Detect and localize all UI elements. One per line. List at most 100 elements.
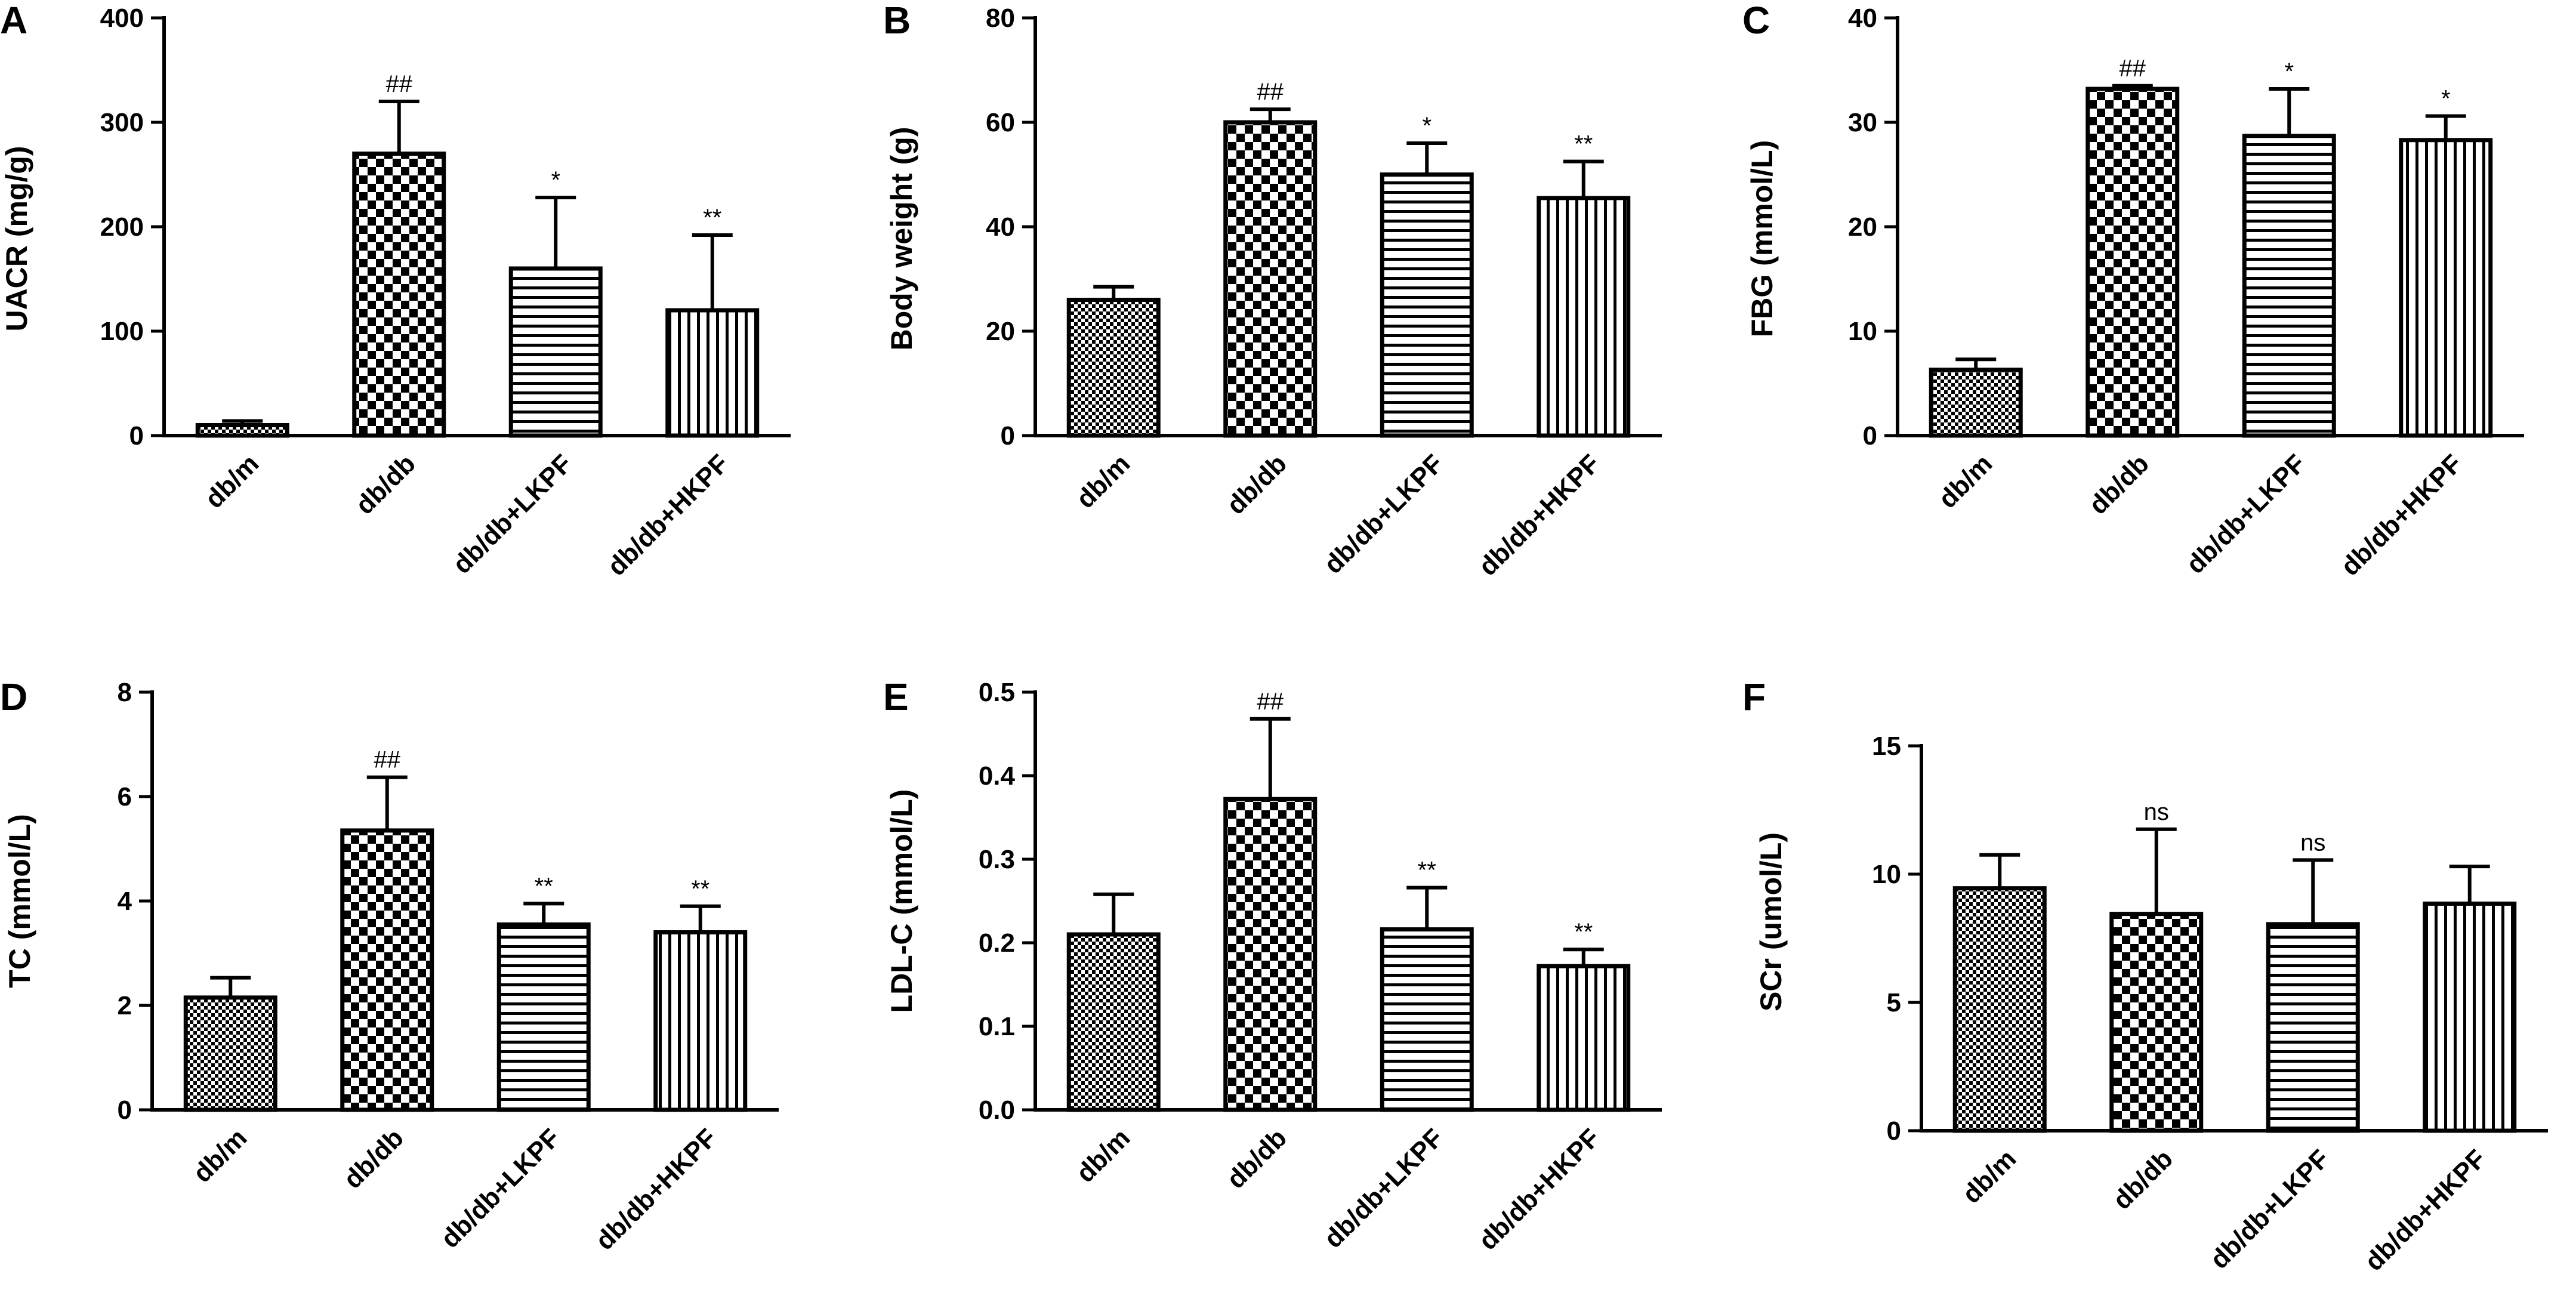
significance-label-d-3: ** xyxy=(535,873,553,899)
bar-f-2 xyxy=(2109,912,2204,1133)
y-tick-label-c: 30 xyxy=(1848,108,1877,137)
y-tick-label-d: 6 xyxy=(118,782,132,811)
category-label-e-1: db/m xyxy=(1070,1123,1136,1188)
panel-letter-f: F xyxy=(1742,675,1766,718)
bar-d-3 xyxy=(496,922,591,1112)
category-label-f-4: db/db+HKPF xyxy=(2359,1144,2492,1276)
category-label-f-3: db/db+LKPF xyxy=(2205,1144,2336,1275)
category-label-e-2: db/db xyxy=(1221,1123,1292,1194)
panel-letter-d: D xyxy=(0,675,27,718)
error-bar-f-4 xyxy=(2449,865,2490,904)
error-bar-b-2 xyxy=(1250,107,1291,122)
category-label-f-1: db/m xyxy=(1957,1144,2022,1209)
y-tick-label-f: 5 xyxy=(1887,988,1901,1017)
significance-label-e-2: ## xyxy=(1257,689,1284,715)
significance-label-e-4: ** xyxy=(1574,919,1593,945)
category-label-b-4: db/db+HKPF xyxy=(1473,449,1606,581)
y-tick-label-a: 0 xyxy=(129,421,144,450)
bar-d-1 xyxy=(183,995,277,1112)
y-tick-label-f: 15 xyxy=(1872,732,1901,761)
category-label-b-1: db/m xyxy=(1070,449,1136,514)
error-bar-e-3 xyxy=(1406,885,1448,930)
bar-d-2 xyxy=(340,828,434,1112)
bar-c-2 xyxy=(2086,87,2180,438)
category-label-c-1: db/m xyxy=(1933,449,1998,514)
y-tick-label-c: 40 xyxy=(1848,4,1877,33)
category-label-a-2: db/db xyxy=(350,449,421,520)
panel-c: C FBG (mmol/L) 0 10 20 30 40 db/m ## db/db * db/d… xyxy=(1742,0,2524,582)
plot-area-c: 0 10 20 30 40 db/m ## db/db * db/db+LKPF * db/db+HK… xyxy=(1848,4,2524,582)
significance-label-d-2: ## xyxy=(374,747,401,773)
significance-label-b-4: ** xyxy=(1574,131,1593,158)
panel-letter-e: E xyxy=(883,675,909,718)
category-label-b-3: db/db+LKPF xyxy=(1319,449,1449,579)
bar-c-4 xyxy=(2399,138,2493,438)
y-tick-label-e: 0.5 xyxy=(979,678,1015,707)
error-bar-f-1 xyxy=(1979,853,2020,888)
error-bar-e-2 xyxy=(1250,717,1291,800)
y-tick-label-f: 0 xyxy=(1887,1116,1901,1146)
error-bar-e-1 xyxy=(1093,892,1134,934)
y-axis-label-c: FBG (mmol/L) xyxy=(1745,140,1779,338)
error-bar-d-2 xyxy=(366,775,408,831)
significance-label-e-3: ** xyxy=(1418,857,1436,884)
category-label-d-3: db/db+LKPF xyxy=(436,1123,566,1254)
category-label-e-3: db/db+LKPF xyxy=(1319,1123,1449,1254)
bar-b-2 xyxy=(1223,120,1318,438)
bar-c-1 xyxy=(1929,368,2023,438)
y-axis-label-b: Body weight (g) xyxy=(885,127,918,351)
significance-label-a-4: ** xyxy=(703,205,721,231)
category-label-a-3: db/db+LKPF xyxy=(448,449,578,579)
plot-area-d: 0 2 4 6 8 db/m ## db/db ** db/db+LKPF ** db/db+HKPF xyxy=(118,678,779,1256)
category-label-d-4: db/db+HKPF xyxy=(590,1123,723,1255)
y-tick-label-e: 0.1 xyxy=(979,1012,1015,1041)
bar-e-2 xyxy=(1223,797,1318,1112)
y-tick-label-e: 0.2 xyxy=(979,928,1015,958)
error-bar-a-4 xyxy=(692,233,733,310)
error-bar-a-2 xyxy=(378,100,419,154)
y-tick-label-d: 0 xyxy=(118,1096,132,1125)
bar-a-3 xyxy=(508,266,603,438)
significance-label-a-2: ## xyxy=(386,71,413,97)
y-tick-label-b: 40 xyxy=(986,212,1015,242)
significance-label-b-3: * xyxy=(1422,113,1432,139)
panel-b: B Body weight (g) 0 20 40 60 80 db/m ## db/db * d… xyxy=(883,0,1662,582)
plot-area-f: 0 5 10 15 db/m ns db/db ns db/db+LKPF db/db+HKPF xyxy=(1872,732,2548,1277)
y-tick-label-b: 60 xyxy=(986,108,1015,137)
panel-e: E LDL-C (mmol/L) 0.0 0.1 0.2 0.3 0.4 0.5 db/m #… xyxy=(883,675,1662,1256)
error-bar-b-4 xyxy=(1563,159,1604,198)
y-tick-label-a: 300 xyxy=(100,108,144,137)
bar-e-1 xyxy=(1066,932,1161,1112)
y-tick-label-a: 400 xyxy=(100,4,144,33)
y-tick-label-a: 100 xyxy=(100,317,144,346)
panel-letter-a: A xyxy=(0,0,27,42)
bar-d-4 xyxy=(653,930,748,1112)
error-bar-e-4 xyxy=(1563,948,1604,967)
bar-a-4 xyxy=(665,308,760,438)
error-bar-f-2 xyxy=(2136,827,2177,914)
y-tick-label-e: 0.3 xyxy=(979,845,1015,874)
y-axis-label-e: LDL-C (mmol/L) xyxy=(885,789,918,1013)
category-label-c-2: db/db xyxy=(2084,449,2155,520)
error-bar-d-4 xyxy=(680,904,721,933)
significance-label-b-2: ## xyxy=(1257,79,1284,105)
y-tick-label-e: 0.4 xyxy=(979,761,1016,791)
bar-b-3 xyxy=(1380,172,1474,438)
y-tick-label-f: 10 xyxy=(1872,860,1901,889)
bar-c-3 xyxy=(2242,134,2336,438)
y-tick-label-d: 4 xyxy=(118,887,132,916)
plot-area-a: 0 100 200 300 400 db/m ## db/db * db/db+LKPF ** db/… xyxy=(100,4,791,582)
bar-b-1 xyxy=(1066,298,1161,438)
category-label-a-1: db/m xyxy=(199,449,264,514)
y-axis-label-d: TC (mmol/L) xyxy=(3,814,36,988)
bar-e-3 xyxy=(1380,927,1474,1112)
y-axis-label-f: SCr (umol/L) xyxy=(1754,832,1788,1011)
category-label-d-2: db/db xyxy=(338,1123,409,1194)
bar-b-4 xyxy=(1537,196,1631,438)
bar-a-2 xyxy=(352,152,446,438)
category-label-e-4: db/db+HKPF xyxy=(1473,1123,1606,1255)
category-label-c-3: db/db+LKPF xyxy=(2181,449,2312,579)
panel-a: A UACR (mg/g) 0 100 200 300 400 db/m ## db/db * d… xyxy=(0,0,791,582)
y-tick-label-d: 8 xyxy=(118,678,132,707)
